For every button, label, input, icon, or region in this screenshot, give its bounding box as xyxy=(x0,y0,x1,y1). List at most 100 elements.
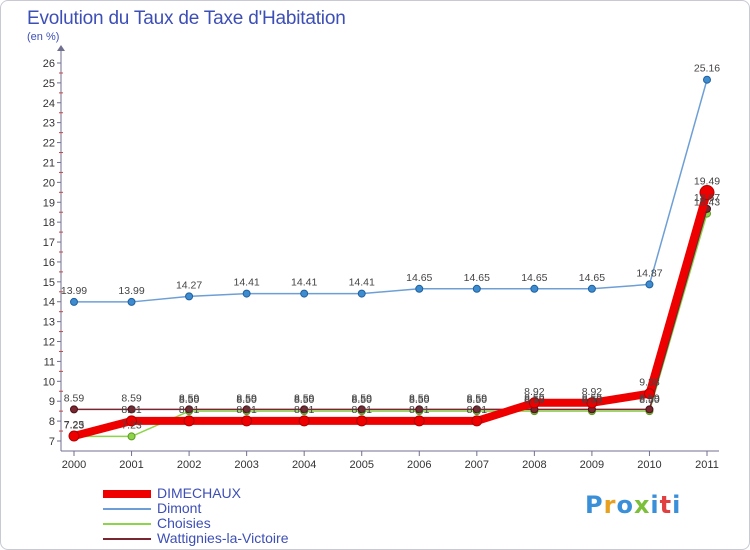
y-tick-label: 9 xyxy=(49,396,55,408)
data-label: 14.27 xyxy=(176,279,202,291)
x-tick-label: 2010 xyxy=(637,459,661,471)
data-label: 7.23 xyxy=(121,419,142,431)
data-label: 18.43 xyxy=(694,197,720,209)
data-point xyxy=(241,415,253,427)
data-label: 8.50 xyxy=(236,394,257,406)
legend-item-dimont: Dimont xyxy=(103,501,289,516)
data-point xyxy=(127,432,136,441)
data-label: 14.65 xyxy=(406,272,432,284)
data-point xyxy=(68,430,80,442)
data-point xyxy=(356,415,368,427)
data-point xyxy=(413,415,425,427)
series-line-choisies xyxy=(73,212,708,438)
legend-swatch-dimont xyxy=(103,507,151,510)
data-label: 8.50 xyxy=(524,394,545,406)
data-label: 18.67 xyxy=(694,192,720,204)
x-tick-label: 2008 xyxy=(522,459,546,471)
legend-swatch-wattignies xyxy=(103,537,151,540)
data-point xyxy=(185,292,194,301)
y-tick-label: 12 xyxy=(43,337,55,349)
y-tick-label: 7 xyxy=(49,436,55,448)
data-point xyxy=(242,289,251,298)
data-label: 8.01 xyxy=(294,404,315,416)
series-line-dimechaux xyxy=(70,188,711,441)
data-point xyxy=(472,284,481,293)
data-point xyxy=(703,75,711,84)
data-point xyxy=(127,405,136,414)
data-label: 8.50 xyxy=(582,394,603,406)
data-label: 8.59 xyxy=(409,392,430,404)
data-label: 8.59 xyxy=(467,392,488,404)
y-tick-label: 10 xyxy=(43,376,55,388)
chart-title: Evolution du Taux de Taxe d'Habitation xyxy=(27,8,346,29)
y-tick-label: 15 xyxy=(43,277,55,289)
data-label: 8.50 xyxy=(639,394,660,406)
data-point xyxy=(528,397,540,409)
data-point xyxy=(127,297,136,306)
data-label: 8.59 xyxy=(639,392,660,404)
y-tick-label: 22 xyxy=(43,138,55,150)
data-point xyxy=(645,405,654,414)
data-point xyxy=(587,284,596,293)
legend-item-wattignies: Wattignies-la-Victoire xyxy=(103,531,289,546)
logo-letter: P xyxy=(585,491,604,519)
data-label: 14.41 xyxy=(291,277,317,289)
logo-letter: o xyxy=(616,491,634,519)
logo-letter: i xyxy=(672,491,682,519)
data-label: 8.01 xyxy=(179,404,200,416)
x-tick-label: 2000 xyxy=(62,459,86,471)
legend-swatch-choisies xyxy=(103,522,151,525)
y-tick-label: 26 xyxy=(43,58,55,70)
data-label: 8.50 xyxy=(352,394,373,406)
x-tick-label: 2002 xyxy=(177,459,201,471)
data-label: 25.16 xyxy=(694,63,720,75)
y-tick-label: 23 xyxy=(43,118,55,130)
proxiti-logo: Proxiti xyxy=(585,491,681,519)
data-label: 14.87 xyxy=(636,267,662,279)
data-label: 8.59 xyxy=(179,392,200,404)
data-point xyxy=(472,405,481,414)
y-axis-unit-label: (en %) xyxy=(27,31,60,43)
data-point xyxy=(357,405,366,414)
data-label: 14.65 xyxy=(579,272,605,284)
x-tick-label: 2004 xyxy=(292,459,316,471)
data-point xyxy=(183,415,195,427)
data-point xyxy=(415,284,424,293)
logo-letter: i xyxy=(650,491,660,519)
data-label: 8.92 xyxy=(582,386,603,398)
y-tick-label: 21 xyxy=(43,157,55,169)
data-label: 7.25 xyxy=(64,419,85,431)
data-label: 8.01 xyxy=(409,404,430,416)
x-tick-label: 2006 xyxy=(407,459,431,471)
y-tick-label: 24 xyxy=(43,98,55,110)
data-point xyxy=(530,284,539,293)
x-tick-label: 2009 xyxy=(580,459,604,471)
x-tick-label: 2005 xyxy=(349,459,373,471)
data-label: 13.99 xyxy=(61,285,87,297)
y-tick-label: 18 xyxy=(43,217,55,229)
data-label: 8.50 xyxy=(179,394,200,406)
x-tick-label: 2007 xyxy=(465,459,489,471)
data-point xyxy=(70,405,78,414)
data-label: 8.50 xyxy=(467,394,488,406)
data-point xyxy=(357,289,366,298)
legend: DIMECHAUX Dimont Choisies Wattignies-la-… xyxy=(103,486,289,546)
data-label: 8.59 xyxy=(524,392,545,404)
data-label: 8.59 xyxy=(64,392,85,404)
data-point xyxy=(643,388,655,400)
data-label: 8.01 xyxy=(467,404,488,416)
data-label: 8.50 xyxy=(409,394,430,406)
y-tick-label: 11 xyxy=(44,356,55,368)
data-label: 8.59 xyxy=(582,392,603,404)
data-label: 8.92 xyxy=(524,386,545,398)
data-point xyxy=(298,415,310,427)
x-tick-label: 2001 xyxy=(119,459,143,471)
legend-item-choisies: Choisies xyxy=(103,516,289,531)
x-tick-label: 2003 xyxy=(234,459,258,471)
data-label: 8.01 xyxy=(121,404,142,416)
data-label: 14.65 xyxy=(464,272,490,284)
data-point xyxy=(699,185,715,201)
data-point xyxy=(471,415,483,427)
